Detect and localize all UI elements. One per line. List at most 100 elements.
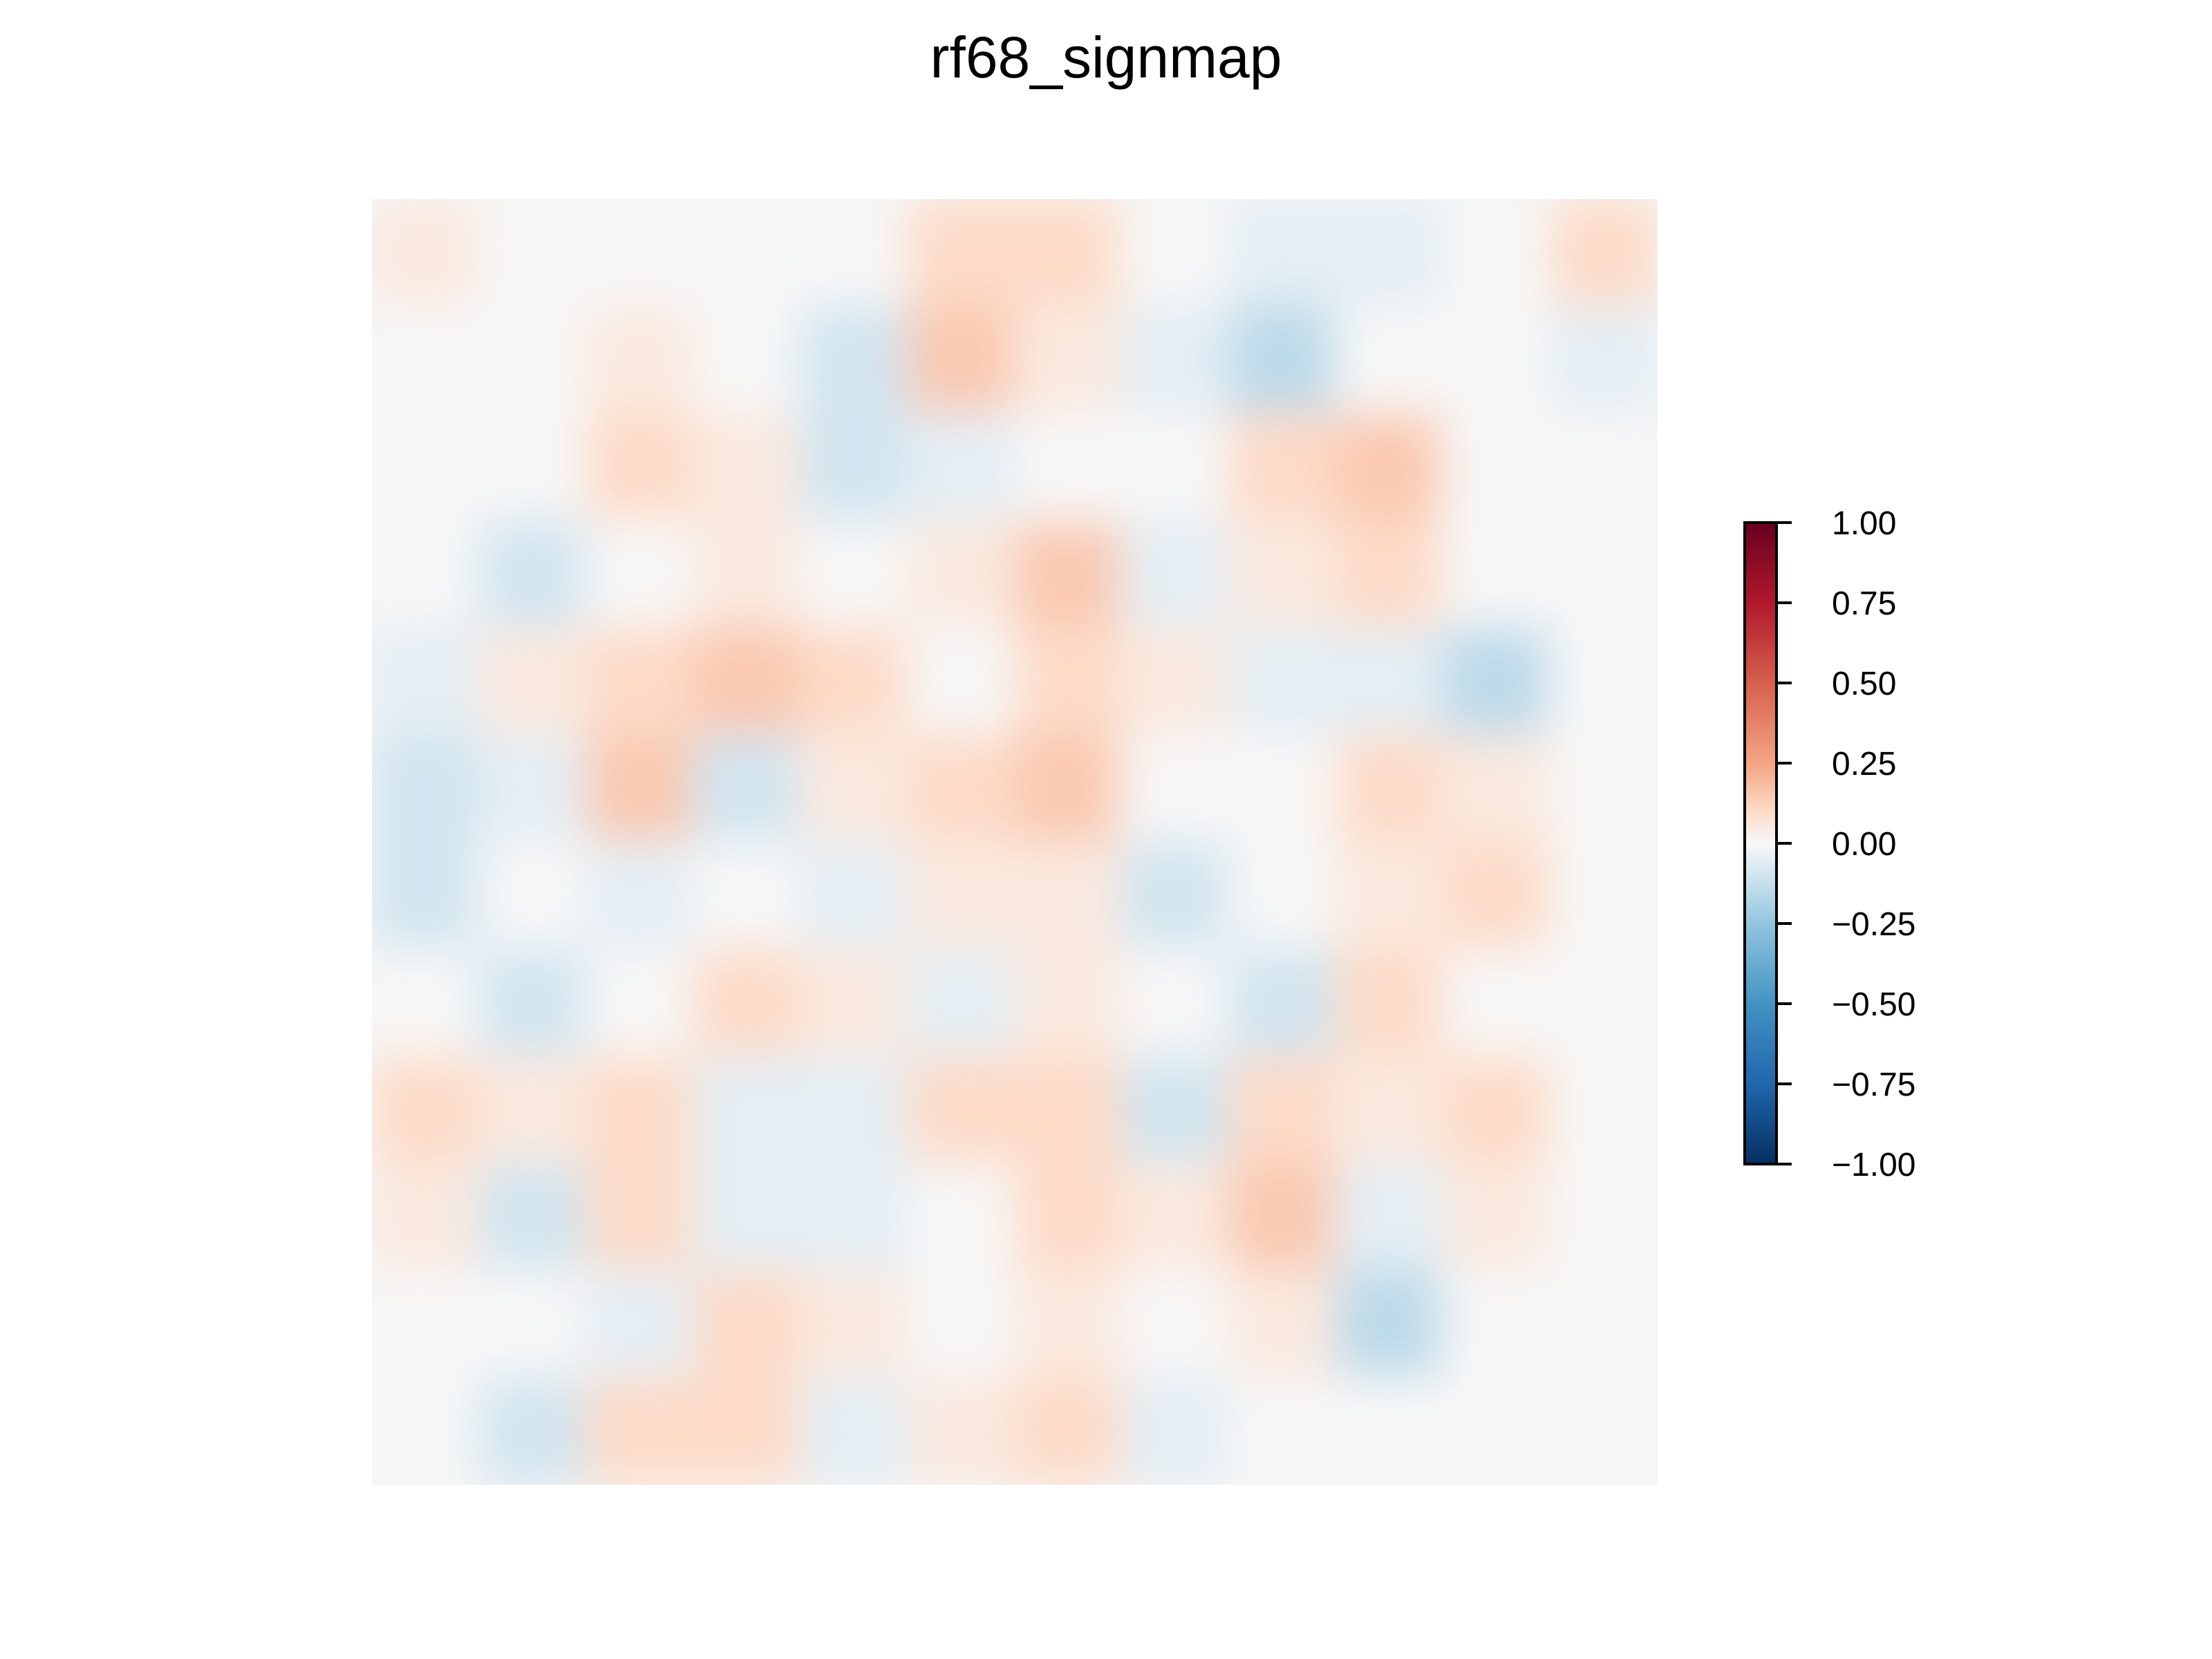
heatmap-cell <box>1121 841 1230 950</box>
heatmap-cell <box>907 1270 1015 1378</box>
heatmap-cell <box>1443 1270 1551 1378</box>
colorbar: 1.00 0.75 0.50 0.25 0.00 −0.25 −0.50 −0.75 −1.00 <box>1743 505 1915 1183</box>
heatmap-cell <box>1335 1056 1444 1164</box>
heatmap-cell <box>693 948 801 1057</box>
heatmap-cell <box>585 199 694 307</box>
heatmap-cell <box>1228 1056 1337 1164</box>
heatmap-cell <box>1550 948 1658 1057</box>
heatmap-cell <box>585 306 694 414</box>
heatmap-cell <box>1550 734 1658 843</box>
heatmap-cell <box>1228 1270 1337 1378</box>
heatmap-cells <box>372 199 1658 1485</box>
heatmap-cell <box>800 734 908 843</box>
heatmap-cell <box>907 1163 1015 1271</box>
chart-title: rf68_signmap <box>930 25 1282 90</box>
heatmap-cell <box>1550 627 1658 735</box>
heatmap-cell <box>1121 948 1230 1057</box>
plot-area <box>372 199 1658 1485</box>
heatmap-cell <box>585 1377 694 1485</box>
heatmap-cell <box>907 1377 1015 1485</box>
heatmap-cell <box>372 1377 480 1485</box>
heatmap-cell <box>372 413 480 521</box>
heatmap-cell <box>1121 1056 1230 1164</box>
heatmap-cell <box>1014 1163 1123 1271</box>
heatmap-cell <box>372 627 480 735</box>
heatmap-cell <box>1121 1377 1230 1485</box>
heatmap-cell <box>1335 627 1444 735</box>
heatmap-cell <box>800 413 908 521</box>
heatmap-cell <box>1550 1163 1658 1271</box>
heatmap-cell <box>585 627 694 735</box>
heatmap-cell <box>693 627 801 735</box>
heatmap-cell <box>1335 841 1444 950</box>
heatmap-cell <box>372 520 480 628</box>
heatmap-cell <box>907 306 1015 414</box>
colorbar-tick-label: −0.75 <box>1832 1067 1915 1103</box>
heatmap-cell <box>1550 199 1658 307</box>
heatmap-cell <box>1228 1163 1337 1271</box>
colorbar-tick-label: 0.50 <box>1832 666 1896 702</box>
heatmap-cell <box>693 413 801 521</box>
heatmap-cell <box>800 1377 908 1485</box>
heatmap-cell <box>907 734 1015 843</box>
heatmap-cell <box>1335 948 1444 1057</box>
colorbar-tick-label: 0.75 <box>1832 585 1896 622</box>
heatmap-cell <box>478 627 587 735</box>
heatmap-cell <box>800 199 908 307</box>
heatmap-cell <box>478 1163 587 1271</box>
heatmap-cell <box>800 1163 908 1271</box>
heatmap-cell <box>1550 1377 1658 1485</box>
heatmap-cell <box>1228 734 1337 843</box>
heatmap-cell <box>1550 306 1658 414</box>
heatmap-cell <box>1335 413 1444 521</box>
heatmap-cell <box>1121 1163 1230 1271</box>
heatmap-cell <box>800 306 908 414</box>
heatmap-cell <box>1121 413 1230 521</box>
heatmap-cell <box>907 1056 1015 1164</box>
heatmap-cell <box>1014 199 1123 307</box>
colorbar-tick-label: −0.50 <box>1832 986 1915 1023</box>
colorbar-tick-label: −0.25 <box>1832 906 1915 943</box>
colorbar-tick-label: −1.00 <box>1832 1147 1915 1183</box>
heatmap-cell <box>1228 948 1337 1057</box>
heatmap-cell <box>1014 1270 1123 1378</box>
heatmap-cell <box>907 520 1015 628</box>
heatmap-cell <box>372 306 480 414</box>
colorbar-ticks: 1.00 0.75 0.50 0.25 0.00 −0.25 −0.50 −0.75 −1.00 <box>1777 505 1915 1183</box>
colorbar-gradient <box>1745 523 1777 1164</box>
heatmap-cell <box>693 1270 801 1378</box>
heatmap-cell <box>907 627 1015 735</box>
heatmap-cell <box>1121 199 1230 307</box>
heatmap-cell <box>372 734 480 843</box>
heatmap-cell <box>693 1377 801 1485</box>
heatmap-cell <box>1014 948 1123 1057</box>
heatmap-cell <box>372 199 480 307</box>
heatmap-cell <box>907 841 1015 950</box>
heatmap-cell <box>478 413 587 521</box>
heatmap-cell <box>372 1163 480 1271</box>
heatmap-cell <box>1121 1270 1230 1378</box>
heatmap-cell <box>478 1377 587 1485</box>
heatmap-cell <box>1014 841 1123 950</box>
heatmap-cell <box>1443 841 1551 950</box>
heatmap-cell <box>1121 306 1230 414</box>
heatmap-cell <box>585 413 694 521</box>
heatmap-cell <box>478 520 587 628</box>
heatmap-cell <box>1335 199 1444 307</box>
heatmap-cell <box>1228 199 1337 307</box>
heatmap-cell <box>1443 1377 1551 1485</box>
heatmap-cell <box>372 841 480 950</box>
heatmap-cell <box>585 1056 694 1164</box>
heatmap-cell <box>1443 948 1551 1057</box>
heatmap-cell <box>1335 306 1444 414</box>
heatmap-cell <box>1550 841 1658 950</box>
heatmap-cell <box>693 841 801 950</box>
heatmap-cell <box>1443 520 1551 628</box>
heatmap-cell <box>478 199 587 307</box>
heatmap-cell <box>693 1163 801 1271</box>
heatmap-cell <box>372 1056 480 1164</box>
heatmap-cell <box>1228 841 1337 950</box>
heatmap-cell <box>693 199 801 307</box>
heatmap-cell <box>585 734 694 843</box>
